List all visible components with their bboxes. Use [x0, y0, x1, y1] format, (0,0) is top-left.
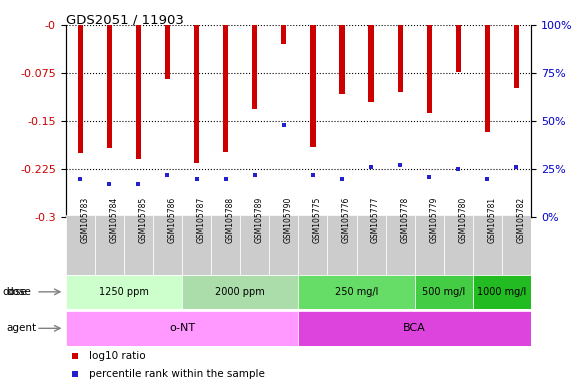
Text: GSM105780: GSM105780	[459, 197, 467, 243]
Text: percentile rank within the sample: percentile rank within the sample	[89, 369, 265, 379]
FancyBboxPatch shape	[473, 275, 531, 309]
FancyBboxPatch shape	[298, 275, 415, 309]
Bar	[252, 25, 258, 109]
Text: 500 mg/l: 500 mg/l	[422, 287, 465, 297]
Text: GSM105787: GSM105787	[196, 197, 206, 243]
FancyBboxPatch shape	[66, 275, 182, 309]
Text: GSM105781: GSM105781	[488, 197, 496, 243]
FancyBboxPatch shape	[502, 215, 531, 275]
Text: agent: agent	[7, 323, 37, 333]
Text: GSM105775: GSM105775	[313, 197, 322, 243]
Bar	[339, 25, 344, 94]
Text: GSM105779: GSM105779	[429, 197, 438, 243]
Text: GSM105786: GSM105786	[167, 197, 176, 243]
Text: 2000 ppm: 2000 ppm	[215, 287, 265, 297]
FancyBboxPatch shape	[473, 215, 502, 275]
Bar	[514, 25, 519, 88]
Bar	[223, 25, 228, 152]
FancyBboxPatch shape	[327, 215, 356, 275]
Text: GSM105785: GSM105785	[138, 197, 147, 243]
FancyBboxPatch shape	[95, 215, 124, 275]
FancyBboxPatch shape	[66, 311, 298, 346]
Text: GSM105777: GSM105777	[371, 197, 380, 243]
Text: dose: dose	[3, 287, 28, 297]
Text: GDS2051 / 11903: GDS2051 / 11903	[66, 13, 183, 26]
Text: 1250 ppm: 1250 ppm	[99, 287, 149, 297]
FancyBboxPatch shape	[270, 215, 298, 275]
FancyBboxPatch shape	[298, 215, 327, 275]
FancyBboxPatch shape	[444, 215, 473, 275]
Bar	[456, 25, 461, 72]
FancyBboxPatch shape	[240, 215, 270, 275]
Text: 1000 mg/l: 1000 mg/l	[477, 287, 526, 297]
Text: GSM105782: GSM105782	[517, 197, 525, 243]
Text: GSM105784: GSM105784	[109, 197, 118, 243]
FancyBboxPatch shape	[182, 275, 298, 309]
FancyBboxPatch shape	[211, 215, 240, 275]
Text: GSM105788: GSM105788	[226, 197, 235, 243]
Text: GSM105790: GSM105790	[284, 197, 293, 243]
FancyBboxPatch shape	[124, 215, 153, 275]
Bar	[281, 25, 287, 44]
Text: GSM105778: GSM105778	[400, 197, 409, 243]
Bar	[78, 25, 83, 153]
Text: dose: dose	[7, 287, 31, 297]
FancyBboxPatch shape	[182, 215, 211, 275]
Bar	[397, 25, 403, 92]
Bar	[107, 25, 112, 149]
FancyBboxPatch shape	[298, 311, 531, 346]
Bar	[368, 25, 373, 102]
FancyBboxPatch shape	[385, 215, 415, 275]
FancyBboxPatch shape	[415, 275, 473, 309]
Text: BCA: BCA	[403, 323, 426, 333]
FancyBboxPatch shape	[66, 215, 95, 275]
Text: GSM105789: GSM105789	[255, 197, 264, 243]
Bar	[136, 25, 141, 159]
Text: o-NT: o-NT	[169, 323, 195, 333]
Bar	[165, 25, 170, 79]
Bar	[485, 25, 490, 132]
FancyBboxPatch shape	[153, 215, 182, 275]
Bar	[310, 25, 316, 147]
Text: GSM105776: GSM105776	[342, 197, 351, 243]
Bar	[194, 25, 199, 162]
FancyBboxPatch shape	[356, 215, 385, 275]
Text: 250 mg/l: 250 mg/l	[335, 287, 378, 297]
FancyBboxPatch shape	[415, 215, 444, 275]
Bar	[427, 25, 432, 113]
Text: GSM105783: GSM105783	[80, 197, 89, 243]
Text: log10 ratio: log10 ratio	[89, 351, 146, 361]
